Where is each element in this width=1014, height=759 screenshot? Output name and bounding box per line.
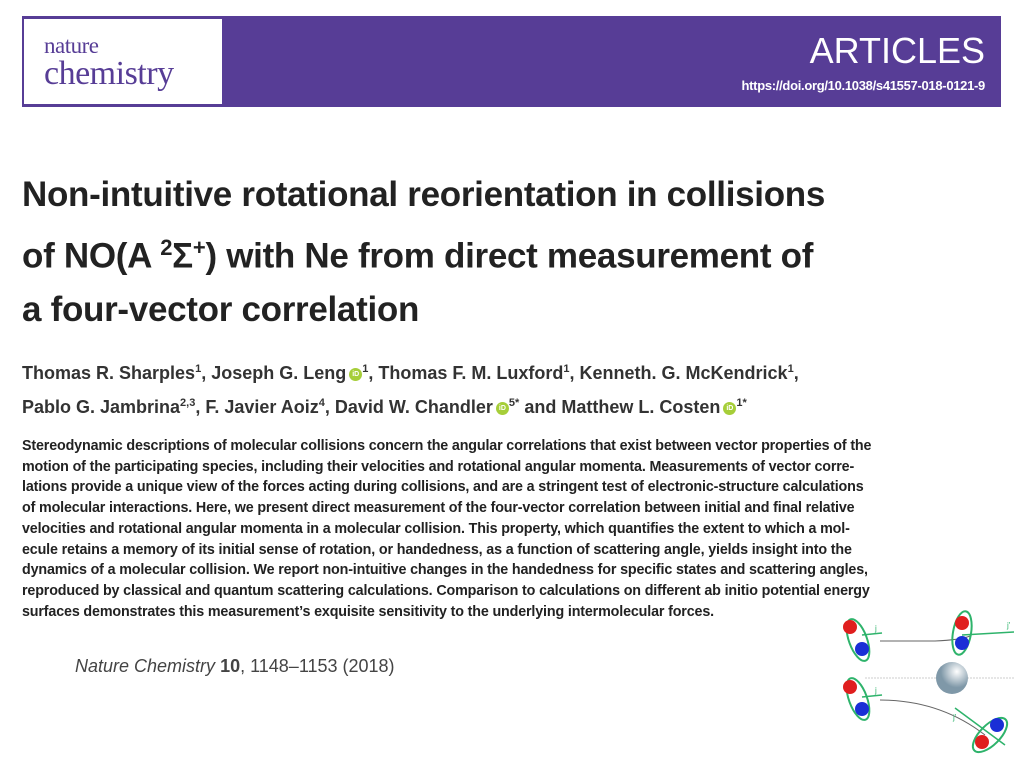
citation-journal: Nature Chemistry [75, 656, 216, 676]
citation: Nature Chemistry 10, 1148–1153 (2018) [75, 656, 395, 677]
author-name[interactable]: David W. Chandler [334, 397, 493, 417]
title-line: a four-vector correlation [22, 289, 420, 329]
doi-link[interactable]: https://doi.org/10.1038/s41557-018-0121-… [741, 78, 986, 93]
author-name[interactable]: Pablo G. Jambrina [22, 397, 181, 417]
abstract-line: ecule retains a memory of its initial se… [22, 541, 852, 558]
title-sup: + [192, 235, 206, 260]
affiliation-number: 5* [508, 397, 520, 409]
title-line: Non-intuitive rotational reorientation i… [22, 175, 826, 214]
author-name[interactable]: Matthew L. Costen [561, 397, 721, 417]
title-text: ) with Ne from direct measurement of [205, 236, 814, 276]
author-separator: , [195, 397, 206, 417]
no-molecule [843, 677, 871, 721]
author-separator: , [201, 363, 212, 383]
article-title: Non-intuitive rotational reorientation i… [22, 168, 1012, 336]
orcid-icon[interactable]: iD [495, 401, 509, 415]
orcid-icon[interactable]: iD [723, 401, 737, 415]
affiliation-number: 1* [736, 397, 747, 409]
j-label: j [874, 624, 877, 633]
affiliation-number: 1 [195, 363, 202, 375]
abstract-line: motion of the participating species, inc… [22, 458, 855, 475]
logo-line2: chemistry [44, 55, 174, 92]
abstract-line: of molecular interactions. Here, we pres… [22, 500, 855, 517]
orcid-icon[interactable]: iD [349, 367, 363, 381]
section-label: ARTICLES [809, 30, 985, 71]
ne-atom [936, 662, 968, 694]
title-sup: 2 [160, 235, 173, 260]
author-name[interactable]: Kenneth. G. McKendrick [579, 363, 788, 383]
author-name[interactable]: Thomas F. M. Luxford [378, 363, 564, 383]
author-separator: and [519, 397, 562, 417]
no-molecule [971, 716, 1009, 754]
journal-logo[interactable]: nature chemistry [24, 19, 222, 104]
no-molecule [843, 618, 871, 662]
abstract: Stereodynamic descriptions of molecular … [22, 436, 1007, 622]
title-text: Σ [172, 236, 193, 276]
author-name[interactable]: Thomas R. Sharples [22, 363, 196, 383]
affiliation-number: 2,3 [180, 397, 196, 409]
abstract-line: dynamics of a molecular collision. We re… [22, 562, 868, 579]
affiliation-number: 1 [563, 363, 570, 375]
author-separator: , [793, 363, 799, 383]
journal-header: nature chemistry ARTICLES https://doi.or… [22, 16, 1001, 107]
affiliation-number: 4 [318, 397, 325, 409]
j-prime-label: j' [952, 713, 957, 722]
author-separator: , [368, 363, 379, 383]
citation-volume: 10 [220, 656, 241, 676]
no-molecule [951, 610, 973, 656]
author-separator: , [324, 397, 335, 417]
author-list: Thomas R. Sharples1, Joseph G. Leng iD 1, … [22, 354, 1012, 422]
title-line: of NO(A 2Σ+) with Ne from direct measure… [22, 221, 1012, 283]
title-text: of NO(A [22, 236, 161, 276]
logo-line1: nature [44, 33, 99, 58]
trajectory-top [880, 635, 971, 642]
affiliation-number: 1 [362, 363, 369, 375]
affiliation-number: 1 [787, 363, 794, 375]
author-separator: , [569, 363, 580, 383]
abstract-line: lations provide a unique view of the for… [22, 479, 864, 496]
trajectory-bottom [879, 699, 986, 736]
author-name[interactable]: Joseph G. Leng [211, 363, 347, 383]
author-name[interactable]: F. Javier Aoiz [205, 397, 319, 417]
j-label: j [874, 686, 877, 695]
abstract-line: Stereodynamic descriptions of molecular … [22, 438, 872, 454]
citation-pages: , 1148–1153 (2018) [240, 656, 395, 676]
abstract-line: reproduced by classical and quantum scat… [22, 582, 870, 599]
j-prime-label: j' [1006, 621, 1011, 630]
abstract-line: surfaces demonstrates this measurement’s… [22, 603, 714, 620]
collision-figure: j j' j j' [843, 610, 1014, 754]
abstract-line: velocities and rotational angular moment… [22, 520, 850, 537]
